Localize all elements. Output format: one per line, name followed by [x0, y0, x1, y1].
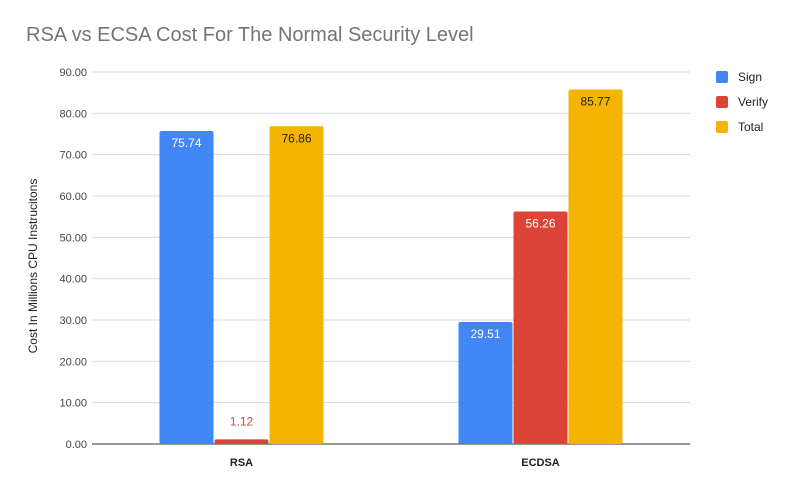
- y-tick-labels: 0.00 10.00 20.00 30.00 40.00 50.00 60.00 70.00 8…: [59, 67, 87, 451]
- bar-total-rsa: [269, 126, 324, 444]
- x-tick-labels: RSA ECDSA: [230, 457, 560, 469]
- legend-item-verify: Verify: [716, 89, 768, 114]
- bar-sign-rsa: [159, 130, 214, 444]
- data-label: 75.74: [171, 136, 201, 150]
- data-label: 85.77: [580, 94, 610, 108]
- x-tick-label: ECDSA: [521, 457, 560, 469]
- legend-item-total: Total: [716, 114, 768, 139]
- y-tick-label: 10.00: [59, 398, 87, 410]
- data-labels: 75.74 1.12 76.86 29.51 56.26 85.77: [171, 94, 610, 428]
- y-tick-label: 60.00: [59, 191, 87, 203]
- legend-label: Sign: [738, 69, 763, 84]
- bar-total-ecdsa: [568, 89, 623, 444]
- y-tick-label: 70.00: [59, 150, 87, 162]
- legend-label: Total: [738, 119, 764, 134]
- legend-swatch: [716, 120, 728, 133]
- legend-swatch: [716, 95, 728, 108]
- legend-label: Verify: [738, 94, 769, 109]
- bars: [159, 89, 623, 444]
- y-tick-label: 30.00: [59, 315, 87, 327]
- y-tick-label: 20.00: [59, 356, 87, 368]
- legend-item-sign: Sign: [716, 64, 768, 89]
- y-axis-title: Cost In Millions CPU Instrucitons: [26, 179, 40, 354]
- bar-sign-ecdsa: [458, 322, 513, 444]
- bar-verify-rsa: [214, 439, 269, 444]
- data-label: 1.12: [230, 414, 254, 428]
- data-label: 56.26: [525, 216, 555, 230]
- bar-verify-ecdsa: [513, 211, 568, 444]
- data-label: 29.51: [470, 327, 500, 341]
- legend-swatch: [716, 70, 728, 83]
- y-tick-label: 90.00: [59, 67, 87, 79]
- legend: Sign Verify Total: [716, 64, 768, 139]
- y-tick-label: 50.00: [59, 232, 87, 244]
- chart-title: RSA vs ECSA Cost For The Normal Security…: [26, 24, 474, 46]
- x-tick-label: RSA: [230, 457, 253, 469]
- data-label: 76.86: [281, 131, 311, 145]
- y-tick-label: 40.00: [59, 274, 87, 286]
- y-tick-label: 0.00: [66, 439, 87, 451]
- y-tick-label: 80.00: [59, 108, 87, 120]
